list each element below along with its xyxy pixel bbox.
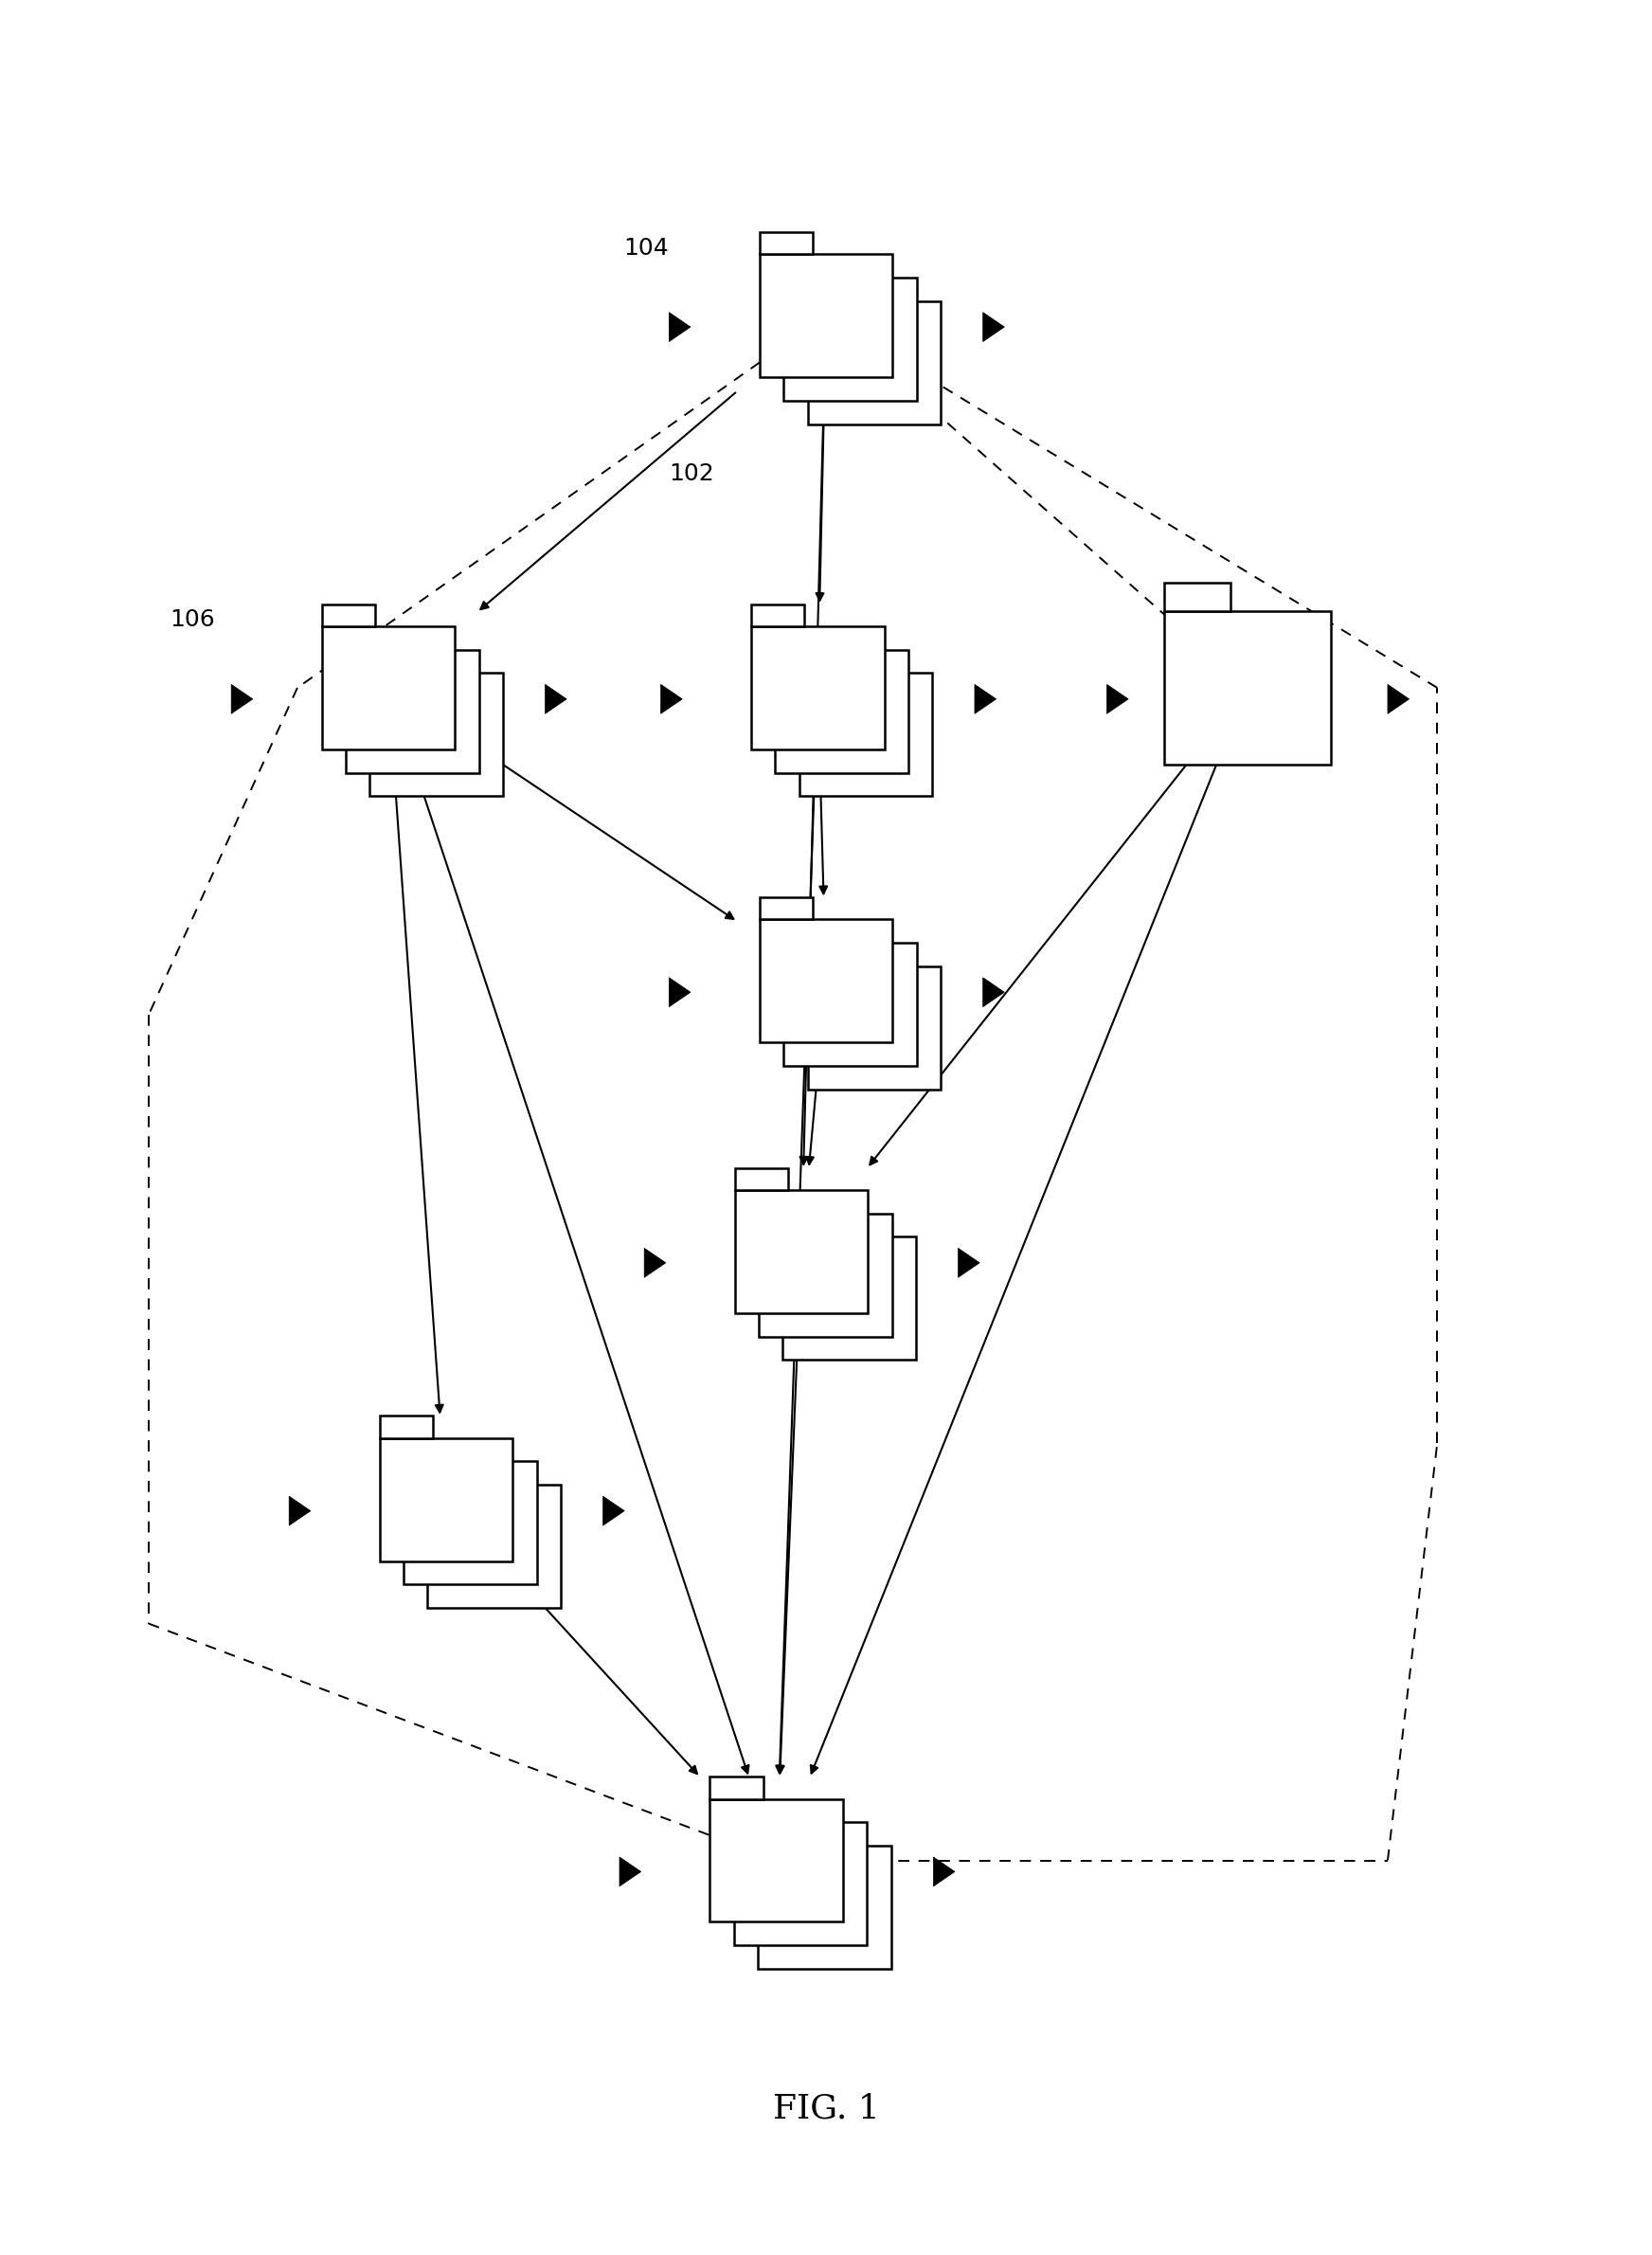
Polygon shape: [983, 311, 1004, 341]
Text: 106: 106: [170, 609, 215, 631]
FancyBboxPatch shape: [345, 649, 479, 773]
Polygon shape: [775, 627, 829, 649]
Polygon shape: [760, 897, 813, 920]
Polygon shape: [345, 627, 400, 649]
FancyBboxPatch shape: [808, 965, 940, 1089]
Polygon shape: [710, 1777, 763, 1799]
Polygon shape: [758, 1824, 811, 1845]
FancyBboxPatch shape: [710, 1799, 843, 1921]
FancyBboxPatch shape: [733, 1822, 867, 1946]
Text: FIG. 1: FIG. 1: [773, 2093, 879, 2124]
Polygon shape: [783, 1215, 836, 1236]
Polygon shape: [661, 686, 682, 713]
FancyBboxPatch shape: [775, 649, 909, 773]
Polygon shape: [933, 1858, 955, 1885]
FancyBboxPatch shape: [783, 1236, 915, 1360]
FancyBboxPatch shape: [783, 943, 917, 1067]
Polygon shape: [760, 232, 813, 255]
Polygon shape: [644, 1247, 666, 1276]
Polygon shape: [783, 920, 838, 943]
FancyBboxPatch shape: [758, 1213, 892, 1337]
Polygon shape: [1388, 686, 1409, 713]
Polygon shape: [808, 280, 861, 300]
Polygon shape: [735, 1168, 788, 1191]
Polygon shape: [669, 979, 691, 1006]
Polygon shape: [403, 1439, 456, 1461]
FancyBboxPatch shape: [758, 1845, 890, 1969]
FancyBboxPatch shape: [760, 255, 892, 377]
Polygon shape: [808, 945, 861, 965]
Polygon shape: [231, 686, 253, 713]
FancyBboxPatch shape: [403, 1461, 537, 1585]
FancyBboxPatch shape: [322, 627, 454, 749]
Polygon shape: [975, 686, 996, 713]
Polygon shape: [752, 604, 805, 627]
Polygon shape: [958, 1247, 980, 1276]
Polygon shape: [1107, 686, 1128, 713]
FancyBboxPatch shape: [800, 674, 932, 796]
Polygon shape: [289, 1497, 311, 1524]
Polygon shape: [545, 686, 567, 713]
Text: 104: 104: [624, 237, 669, 259]
FancyBboxPatch shape: [1165, 611, 1330, 764]
Text: 102: 102: [669, 462, 714, 485]
Polygon shape: [603, 1497, 624, 1524]
Polygon shape: [733, 1799, 786, 1822]
Polygon shape: [758, 1191, 811, 1213]
Polygon shape: [380, 1416, 433, 1439]
Polygon shape: [620, 1858, 641, 1885]
Polygon shape: [669, 311, 691, 341]
Polygon shape: [983, 979, 1004, 1006]
Polygon shape: [783, 255, 838, 277]
FancyBboxPatch shape: [370, 674, 502, 796]
FancyBboxPatch shape: [760, 920, 892, 1042]
FancyBboxPatch shape: [808, 300, 940, 424]
Polygon shape: [370, 652, 423, 674]
Polygon shape: [428, 1463, 481, 1484]
FancyBboxPatch shape: [380, 1439, 512, 1560]
FancyBboxPatch shape: [752, 627, 884, 749]
FancyBboxPatch shape: [735, 1191, 867, 1312]
FancyBboxPatch shape: [783, 277, 917, 401]
Polygon shape: [1165, 584, 1231, 611]
Polygon shape: [322, 604, 375, 627]
Polygon shape: [800, 652, 852, 674]
FancyBboxPatch shape: [428, 1484, 560, 1608]
